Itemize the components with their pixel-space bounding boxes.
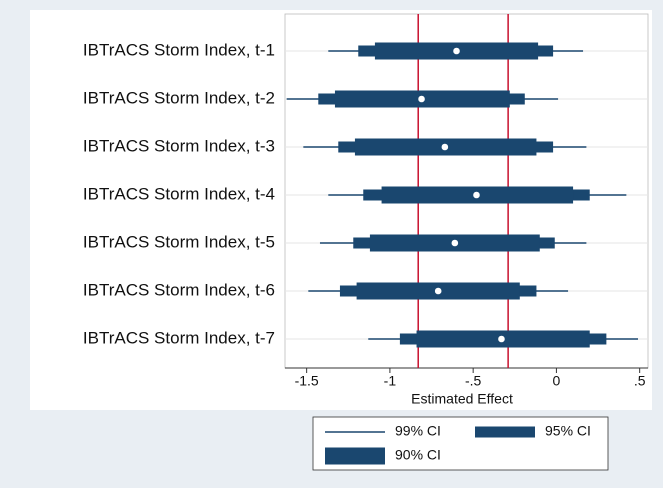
x-tick-label: -1.5 [295, 373, 319, 389]
y-tick-label: IBTrACS Storm Index, t-1 [83, 40, 275, 59]
x-axis-title: Estimated Effect [411, 391, 513, 407]
legend-swatch [325, 431, 385, 433]
y-tick-label: IBTrACS Storm Index, t-7 [83, 328, 275, 347]
x-tick-label: -1 [384, 373, 397, 389]
point-estimate [418, 95, 425, 103]
point-estimate [441, 143, 449, 151]
y-tick-label: IBTrACS Storm Index, t-4 [83, 184, 275, 203]
point-estimate [498, 335, 505, 343]
point-estimate [453, 47, 460, 55]
y-tick-label: IBTrACS Storm Index, t-2 [83, 88, 275, 107]
legend-label: 95% CI [545, 423, 591, 439]
legend-swatch [475, 426, 535, 438]
legend-label: 90% CI [395, 447, 441, 463]
x-tick-label: .5 [634, 373, 646, 389]
y-tick-label: IBTrACS Storm Index, t-3 [83, 136, 275, 155]
point-estimate [434, 287, 442, 295]
y-tick-label: IBTrACS Storm Index, t-6 [83, 280, 275, 299]
point-estimate [451, 239, 459, 247]
y-tick-label: IBTrACS Storm Index, t-5 [83, 232, 275, 251]
x-tick-label: 0 [553, 373, 561, 389]
x-tick-label: -.5 [465, 373, 482, 389]
legend-swatch [325, 447, 385, 465]
point-estimate [473, 191, 480, 199]
legend-label: 99% CI [395, 423, 441, 439]
